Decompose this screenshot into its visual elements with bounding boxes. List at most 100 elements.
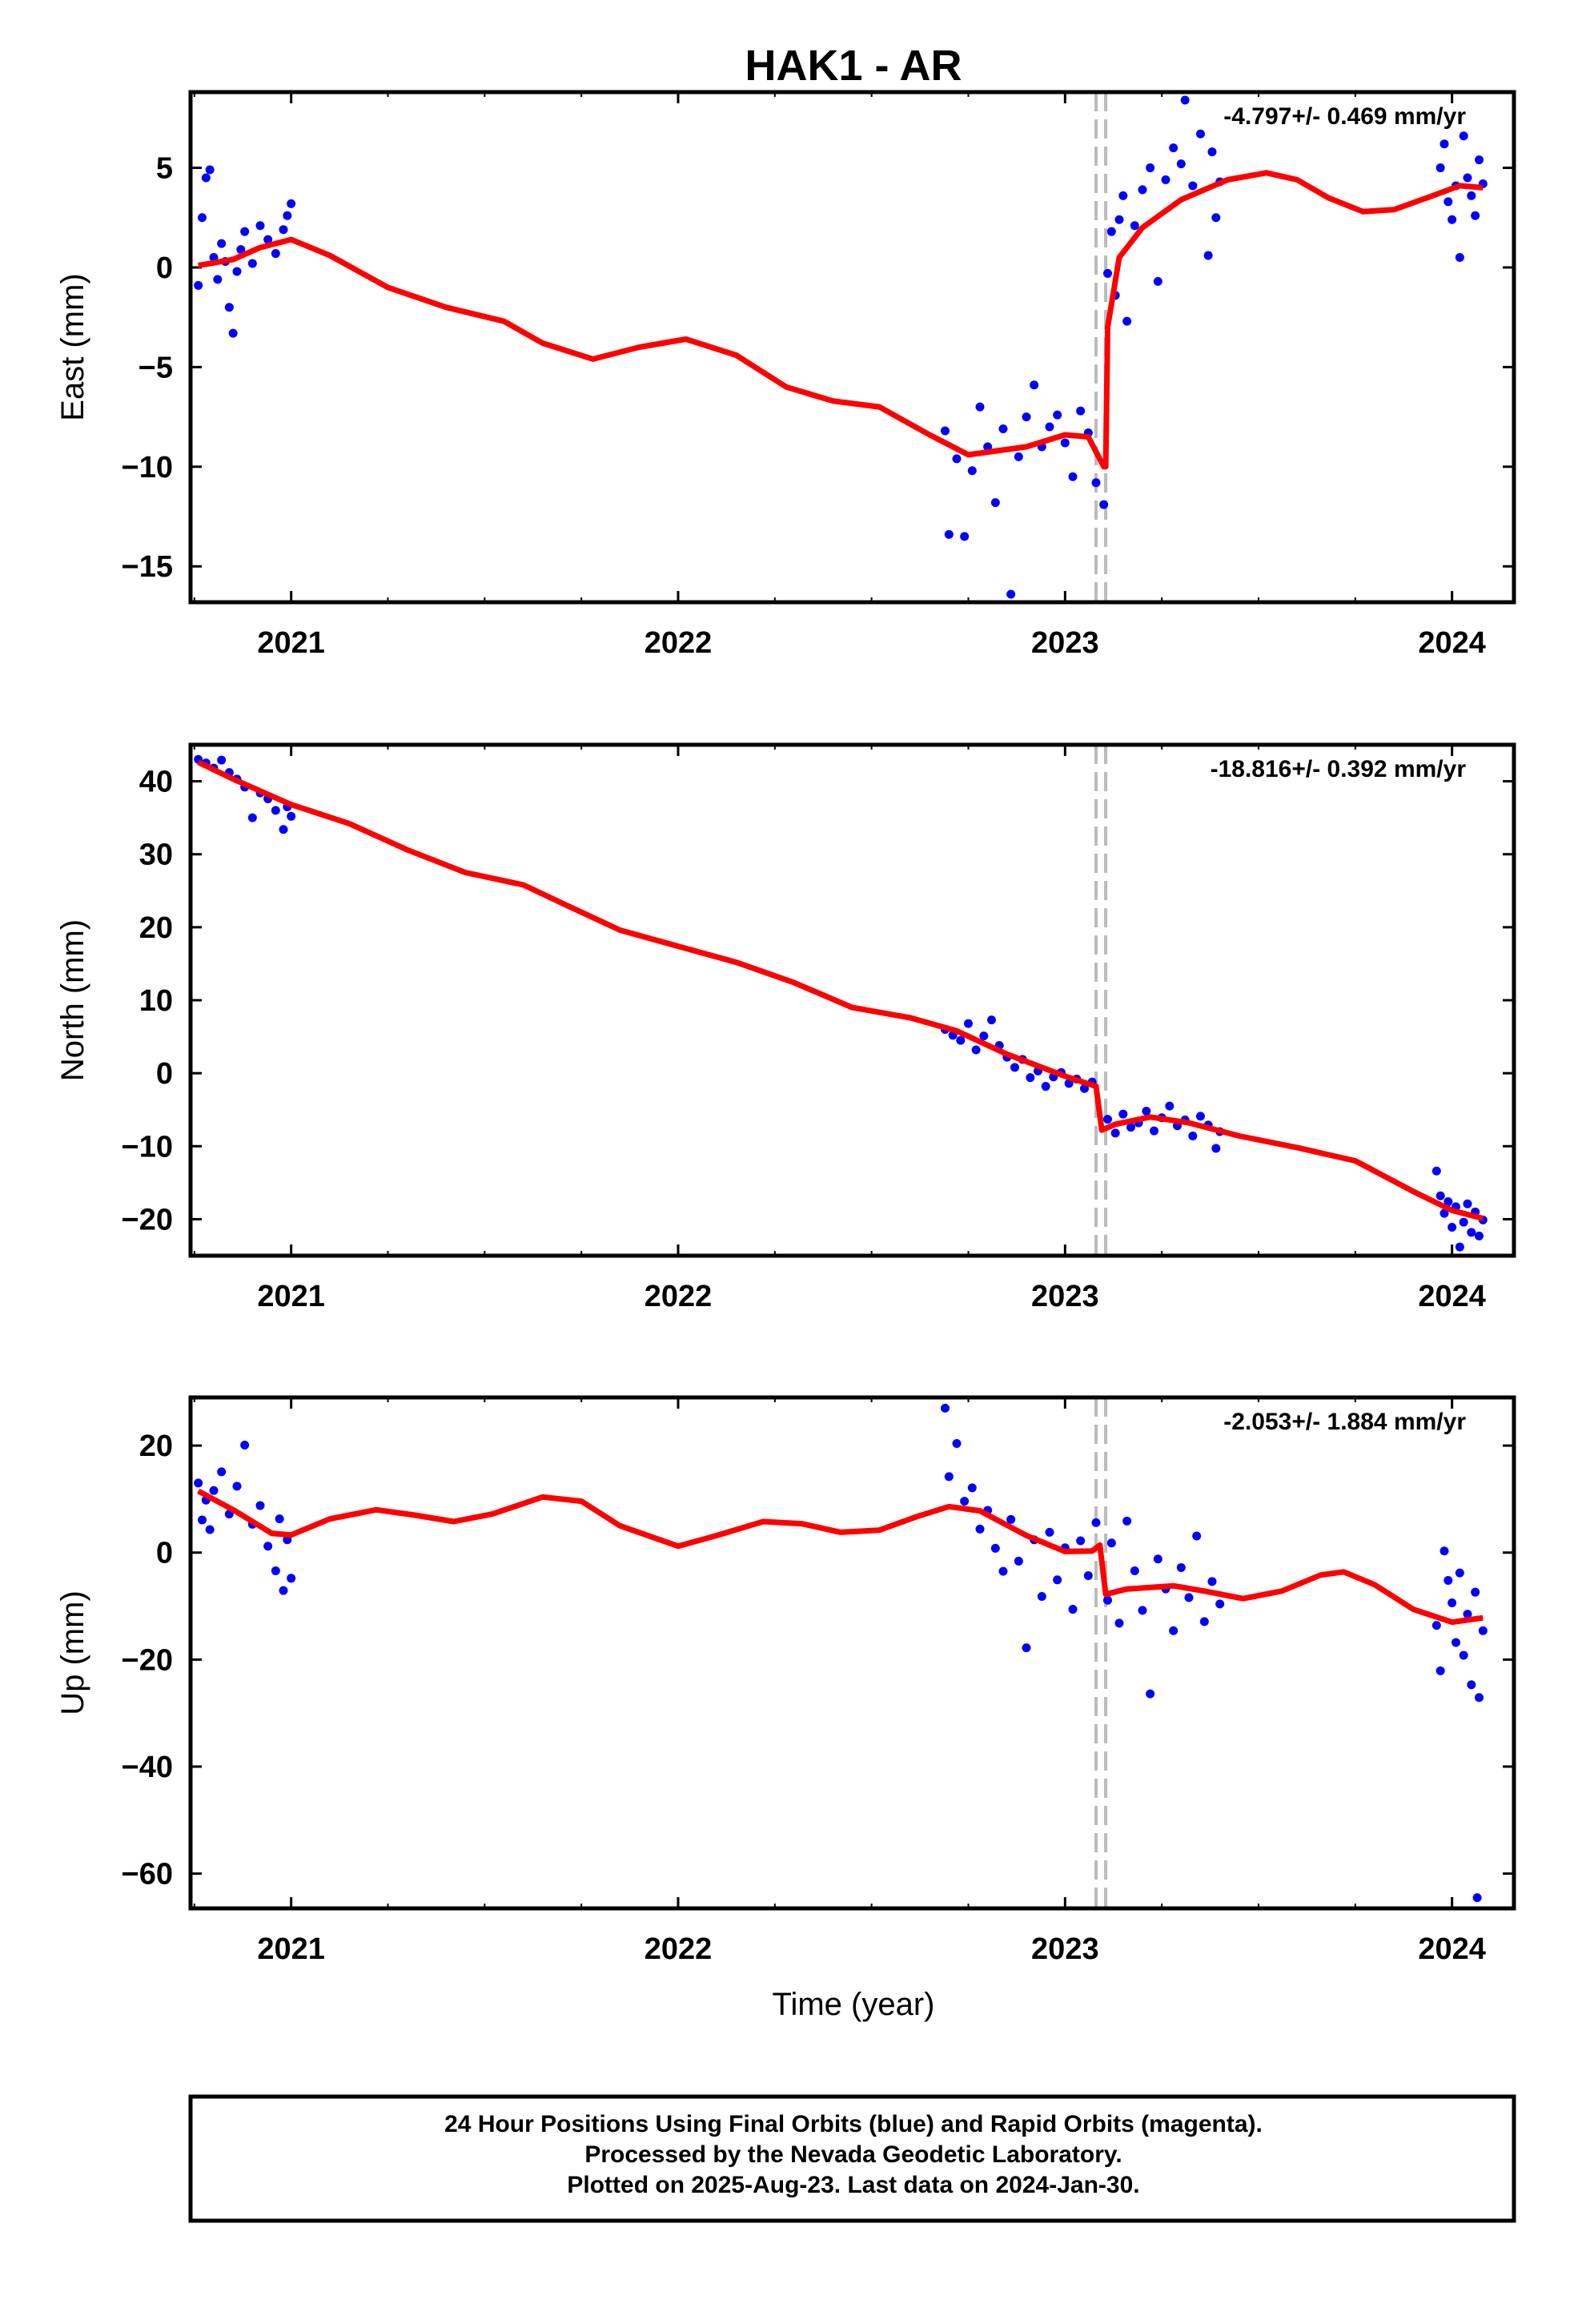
up-data-point <box>1006 1514 1016 1524</box>
up-data-point <box>275 1514 284 1524</box>
up-data-point <box>194 1478 203 1488</box>
panel-north: 2021 2022 2023 2024 −20 −10 0 10 20 30 40 -18.816+/… <box>55 742 1516 1313</box>
north-x-tick-label: 2024 <box>1418 1280 1486 1313</box>
north-data-point <box>1150 1126 1158 1136</box>
east-data-point <box>1435 163 1445 173</box>
north-data-point <box>964 1019 973 1028</box>
up-data-point <box>198 1515 207 1525</box>
up-data-point <box>1053 1575 1062 1585</box>
up-data-point <box>1106 1538 1116 1548</box>
east-data-point <box>287 199 296 208</box>
north-data-point <box>1010 1063 1019 1072</box>
north-x-tick-label: 2023 <box>1031 1280 1099 1313</box>
east-data-point <box>1443 197 1453 207</box>
up-model-curve <box>197 1488 1484 1626</box>
north-data-point <box>1188 1132 1198 1141</box>
up-data-point <box>1475 1693 1484 1703</box>
up-y-tick-label: 20 <box>139 1429 173 1463</box>
up-data-point <box>1103 1595 1112 1605</box>
east-data-point <box>201 173 211 183</box>
up-data-point <box>960 1497 970 1506</box>
up-x-tick-label: 2023 <box>1031 1932 1099 1966</box>
north-data-point <box>1211 1144 1221 1153</box>
up-data-point <box>1472 1893 1482 1903</box>
north-data-point <box>1459 1217 1468 1227</box>
north-model-curve <box>197 759 1484 1221</box>
east-data-point <box>1196 129 1205 139</box>
east-data-point <box>1161 175 1170 184</box>
north-data-point <box>1431 1166 1441 1176</box>
north-data-point <box>1467 1228 1476 1237</box>
north-data-point <box>956 1035 966 1045</box>
up-data-point <box>263 1542 273 1551</box>
north-x-tick-label: 2021 <box>257 1280 325 1313</box>
north-data-point <box>271 806 280 815</box>
north-data-point <box>1435 1191 1445 1200</box>
up-data-point <box>1459 1651 1468 1660</box>
east-data-point <box>1455 253 1464 263</box>
north-y-axis-label: North (mm) <box>55 919 90 1081</box>
up-data-point <box>941 1403 950 1413</box>
up-data-point <box>1184 1593 1194 1602</box>
up-data-point <box>287 1574 296 1583</box>
north-data-point <box>1439 1208 1449 1218</box>
east-data-point <box>283 211 292 220</box>
east-x-tick-label: 2022 <box>644 626 713 660</box>
up-data-point <box>1130 1566 1139 1575</box>
north-data-point <box>1026 1073 1035 1083</box>
up-data-point <box>1478 1626 1488 1635</box>
north-data-point <box>1447 1222 1457 1232</box>
up-data-point <box>990 1543 1000 1553</box>
up-y-tick-label: −40 <box>122 1751 173 1784</box>
east-data-point <box>1138 185 1147 195</box>
east-data-point <box>1045 422 1054 432</box>
north-data-point <box>1443 1197 1453 1207</box>
east-data-point <box>1463 173 1472 183</box>
up-data-point <box>1443 1575 1453 1585</box>
north-data-point <box>1064 1079 1074 1088</box>
north-y-tick-label: 40 <box>139 766 173 799</box>
east-data-point <box>271 249 280 259</box>
east-data-point <box>1188 181 1198 191</box>
up-data-point <box>1176 1562 1186 1572</box>
up-data-point <box>1447 1598 1457 1608</box>
up-data-point <box>944 1472 954 1482</box>
east-y-tick-label: −5 <box>139 351 173 384</box>
east-data-point <box>1176 159 1186 169</box>
east-data-point <box>1207 147 1217 157</box>
up-data-point <box>952 1438 962 1448</box>
up-data-point <box>1114 1618 1124 1628</box>
east-data-point <box>1068 472 1078 481</box>
east-data-point <box>228 328 238 338</box>
north-data-point <box>247 813 257 822</box>
up-data-point <box>255 1501 265 1510</box>
up-y-tick-label: −60 <box>122 1858 173 1892</box>
east-data-point <box>967 466 977 476</box>
north-y-tick-label: 20 <box>139 911 173 945</box>
north-y-tick-label: 0 <box>156 1057 173 1091</box>
north-data-point <box>1126 1123 1135 1132</box>
east-data-point <box>1076 406 1086 416</box>
up-data-point <box>1045 1527 1054 1537</box>
north-data-point <box>979 1031 989 1041</box>
north-data-point <box>1165 1101 1174 1111</box>
up-data-point <box>1455 1568 1464 1578</box>
north-data-point <box>987 1015 996 1025</box>
north-data-point <box>279 825 288 834</box>
east-data-point <box>1439 139 1449 149</box>
east-data-point <box>1122 316 1132 326</box>
up-x-tick-label: 2024 <box>1418 1932 1486 1966</box>
north-data-point <box>1080 1084 1089 1093</box>
footer-line-1: 24 Hour Positions Using Final Orbits (bl… <box>444 2111 1263 2137</box>
east-x-tick-label: 2024 <box>1418 626 1486 660</box>
east-data-point <box>998 424 1008 434</box>
up-data-point <box>1076 1536 1086 1546</box>
up-data-point <box>209 1486 219 1495</box>
east-data-point <box>975 402 985 412</box>
up-data-point <box>1215 1599 1225 1609</box>
up-data-point <box>271 1566 280 1575</box>
up-data-point <box>1192 1531 1202 1541</box>
footer-line-2: Processed by the Nevada Geodetic Laborat… <box>584 2141 1122 2168</box>
footer-line-3: Plotted on 2025-Aug-23. Last data on 202… <box>567 2172 1139 2198</box>
east-data-point <box>1060 438 1070 448</box>
